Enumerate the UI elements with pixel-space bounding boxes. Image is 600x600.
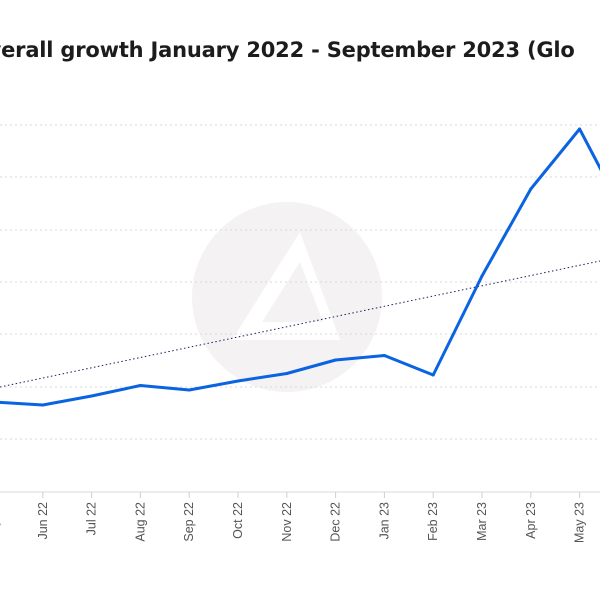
x-tick-label: Oct 22: [231, 502, 245, 539]
x-tick-label: May 23: [573, 502, 587, 543]
x-tick-label: Jun 22: [36, 502, 50, 540]
x-tick-labels: May 22 Jun 22 Jul 22 Aug 22 Sep 22 Oct 22 Nov …: [0, 502, 587, 543]
x-tick-label: Jan 23: [377, 502, 391, 540]
data-point: [138, 384, 142, 387]
x-tick-label: Nov 22: [280, 502, 294, 542]
data-point: [382, 354, 386, 357]
chart-title: Overall growth January 2022 - September …: [0, 38, 575, 62]
data-point: [578, 127, 582, 131]
data-point: [431, 373, 435, 377]
x-tick-label: Feb 23: [426, 502, 440, 541]
data-point: [529, 187, 533, 191]
app-logo-icon: [192, 202, 382, 392]
data-point: [236, 379, 240, 383]
x-tick-label: Apr 23: [524, 502, 538, 539]
data-point: [187, 388, 191, 392]
data-point: [285, 372, 289, 375]
data-point: [480, 274, 484, 278]
series-lines: [0, 127, 600, 407]
x-tick-label: Aug 22: [133, 502, 147, 542]
x-tick-label: Dec 22: [329, 502, 343, 542]
x-axis: [0, 491, 600, 498]
x-tick-label: Jul 22: [85, 502, 99, 535]
x-tick-label: May 22: [0, 502, 1, 543]
data-point: [334, 358, 338, 362]
gridlines: [0, 124, 600, 440]
series-line: [0, 127, 600, 407]
data-point: [41, 403, 45, 407]
x-tick-label: Sep 22: [182, 502, 196, 542]
data-point: [90, 394, 94, 398]
x-tick-label: Mar 23: [475, 502, 489, 541]
